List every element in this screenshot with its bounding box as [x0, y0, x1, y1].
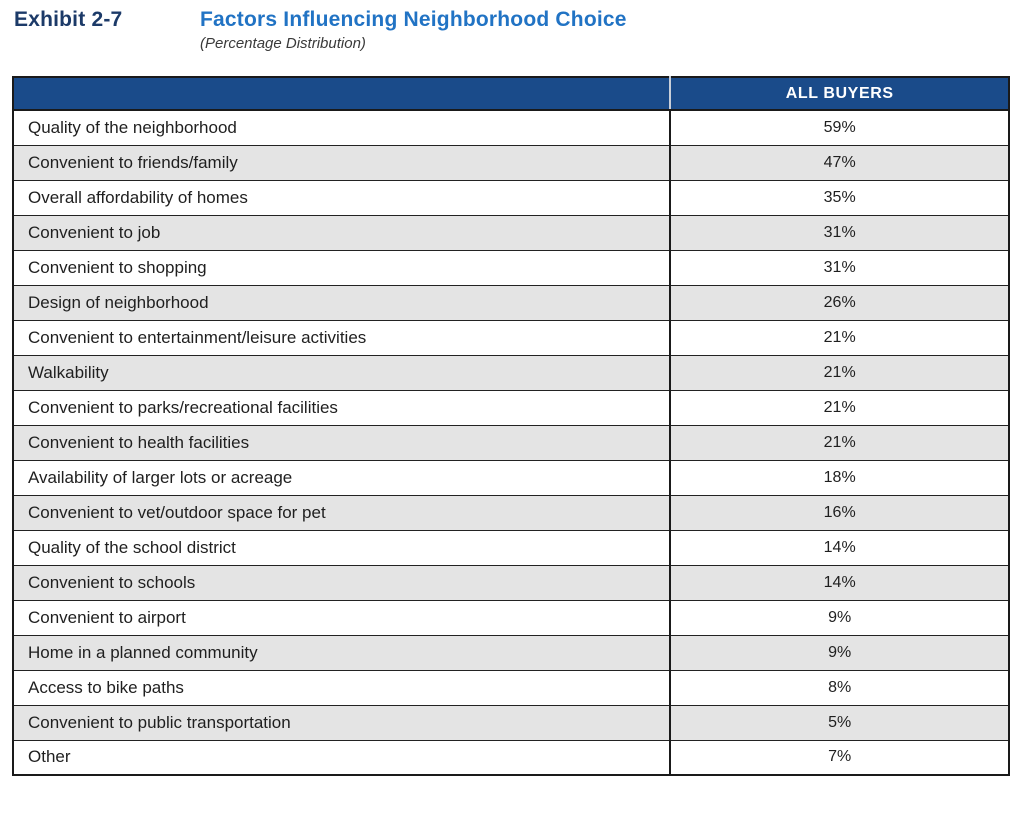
factor-cell: Convenient to friends/family: [13, 144, 671, 181]
table-row: Convenient to job 31%: [13, 214, 1009, 251]
table-row: Convenient to vet/outdoor space for pet …: [13, 494, 1009, 531]
value-cell: 26%: [669, 284, 1009, 321]
table-header-row: ALL BUYERS: [13, 77, 1009, 112]
value-cell: 14%: [669, 564, 1009, 601]
factor-cell: Convenient to public transportation: [13, 704, 671, 741]
table-body: Quality of the neighborhood 59% Convenie…: [13, 109, 1009, 776]
table-row: Home in a planned community 9%: [13, 634, 1009, 671]
table-row: Convenient to shopping 31%: [13, 249, 1009, 286]
factor-cell: Convenient to vet/outdoor space for pet: [13, 494, 671, 531]
exhibit-header: Exhibit 2-7 Factors Influencing Neighbor…: [0, 0, 1032, 52]
value-cell: 16%: [669, 494, 1009, 531]
factor-cell: Access to bike paths: [13, 669, 671, 706]
table-row: Convenient to health facilities 21%: [13, 424, 1009, 461]
table-row: Design of neighborhood 26%: [13, 284, 1009, 321]
factor-cell: Convenient to health facilities: [13, 424, 671, 461]
table-row: Availability of larger lots or acreage 1…: [13, 459, 1009, 496]
value-cell: 14%: [669, 529, 1009, 566]
value-cell: 9%: [669, 634, 1009, 671]
factor-cell: Home in a planned community: [13, 634, 671, 671]
table-row: Quality of the neighborhood 59%: [13, 109, 1009, 146]
table-row: Convenient to friends/family 47%: [13, 144, 1009, 181]
value-cell: 59%: [669, 109, 1009, 146]
table-row: Overall affordability of homes 35%: [13, 179, 1009, 216]
table-row: Walkability 21%: [13, 354, 1009, 391]
value-cell: 21%: [669, 424, 1009, 461]
factors-table: ALL BUYERS Quality of the neighborhood 5…: [12, 76, 1010, 777]
value-cell: 21%: [669, 389, 1009, 426]
factor-cell: Quality of the neighborhood: [13, 109, 671, 146]
value-cell: 21%: [669, 354, 1009, 391]
factor-cell: Convenient to entertainment/leisure acti…: [13, 319, 671, 356]
value-cell: 7%: [669, 739, 1009, 776]
table-row: Convenient to parks/recreational facilit…: [13, 389, 1009, 426]
table-row: Convenient to airport 9%: [13, 599, 1009, 636]
exhibit-subtitle: (Percentage Distribution): [200, 35, 366, 53]
table-row: Convenient to schools 14%: [13, 564, 1009, 601]
factor-cell: Overall affordability of homes: [13, 179, 671, 216]
value-cell: 5%: [669, 704, 1009, 741]
value-cell: 31%: [669, 249, 1009, 286]
table-row: Convenient to entertainment/leisure acti…: [13, 319, 1009, 356]
value-cell: 35%: [669, 179, 1009, 216]
table-row: Convenient to public transportation 5%: [13, 704, 1009, 741]
value-cell: 9%: [669, 599, 1009, 636]
value-cell: 18%: [669, 459, 1009, 496]
table-row: Quality of the school district 14%: [13, 529, 1009, 566]
factor-cell: Design of neighborhood: [13, 284, 671, 321]
table-row: Other 7%: [13, 739, 1009, 776]
title-block: Factors Influencing Neighborhood Choice …: [200, 8, 1032, 52]
value-cell: 47%: [669, 144, 1009, 181]
factor-cell: Convenient to shopping: [13, 249, 671, 286]
exhibit-title: Factors Influencing Neighborhood Choice: [200, 8, 627, 31]
all-buyers-column-header: ALL BUYERS: [669, 77, 1009, 112]
factor-cell: Convenient to schools: [13, 564, 671, 601]
factor-cell: Availability of larger lots or acreage: [13, 459, 671, 496]
factor-cell: Walkability: [13, 354, 671, 391]
value-cell: 31%: [669, 214, 1009, 251]
factor-cell: Other: [13, 739, 671, 776]
factor-cell: Convenient to job: [13, 214, 671, 251]
factor-cell: Convenient to parks/recreational facilit…: [13, 389, 671, 426]
table-row: Access to bike paths 8%: [13, 669, 1009, 706]
value-cell: 21%: [669, 319, 1009, 356]
factor-column-header: [13, 77, 671, 112]
value-cell: 8%: [669, 669, 1009, 706]
exhibit-label: Exhibit 2-7: [14, 8, 123, 31]
factor-cell: Quality of the school district: [13, 529, 671, 566]
factor-cell: Convenient to airport: [13, 599, 671, 636]
